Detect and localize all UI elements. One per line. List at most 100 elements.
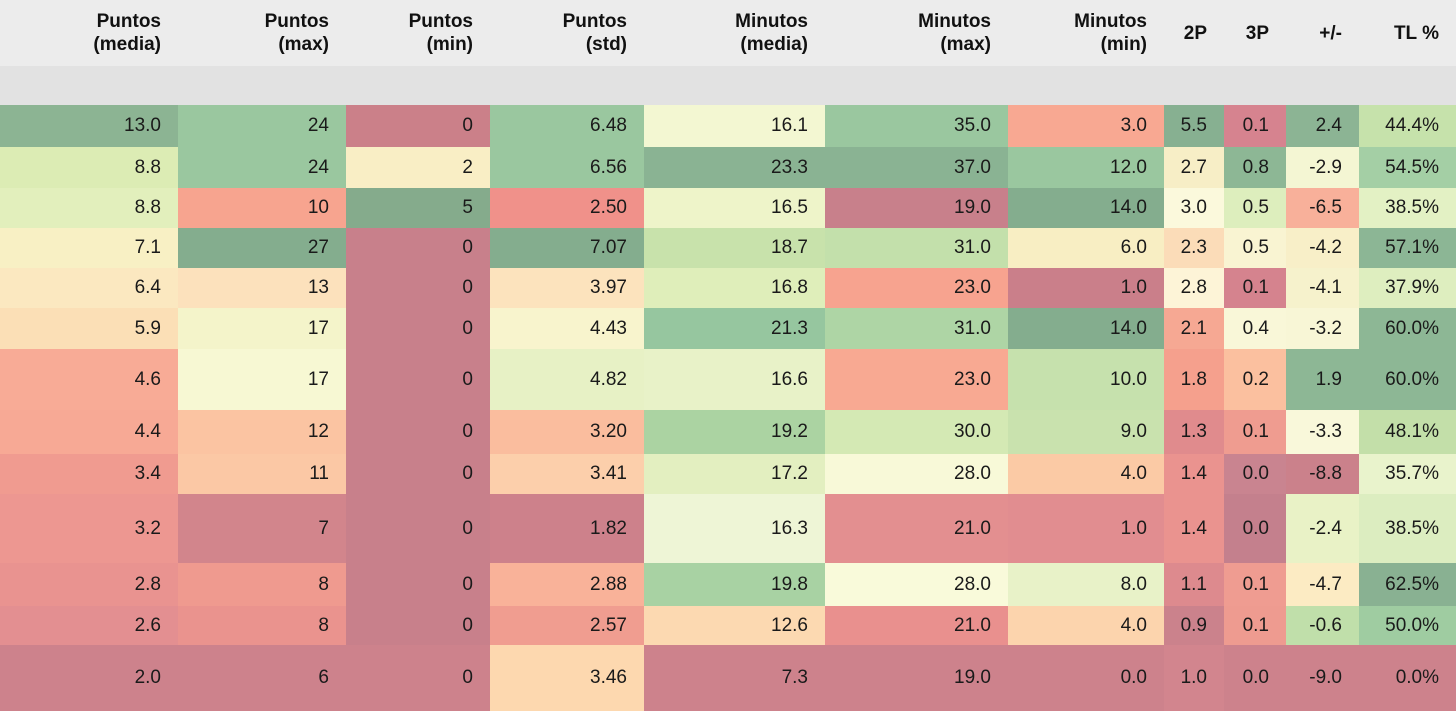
table-header-row: Puntos (media) Puntos (max) Puntos (min)… xyxy=(0,0,1456,66)
table-cell: 1.1 xyxy=(1164,563,1224,606)
table-row: 8.8 10 5 2.50 16.5 19.0 14.0 3.0 0.5 -6.5 38.5% xyxy=(0,188,1456,228)
table-cell: 5.5 xyxy=(1164,105,1224,147)
column-header-sublabel: (max) xyxy=(940,34,991,55)
column-header-label: TL % xyxy=(1393,22,1439,44)
table-cell: 0 xyxy=(346,268,490,308)
table-cell: 0 xyxy=(346,606,490,645)
table-cell: 28.0 xyxy=(825,563,1008,606)
table-cell: 0 xyxy=(346,349,490,410)
table-cell: 0 xyxy=(346,228,490,268)
table-cell: 2.88 xyxy=(490,563,644,606)
column-header-puntos-max: Puntos (max) xyxy=(178,0,346,66)
table-cell: 0.0% xyxy=(1359,645,1456,711)
column-header-minutos-media: Minutos (media) xyxy=(644,0,825,66)
table-cell: 0.5 xyxy=(1224,228,1286,268)
table-cell: 30.0 xyxy=(825,410,1008,454)
table-row: 4.6 17 0 4.82 16.6 23.0 10.0 1.8 0.2 1.9 60.0% xyxy=(0,349,1456,410)
column-header-sublabel: (max) xyxy=(278,34,329,55)
table-cell: 4.0 xyxy=(1008,454,1164,494)
table-cell: 2 xyxy=(346,147,490,188)
column-header-minutos-min: Minutos (min) xyxy=(1008,0,1164,66)
table-cell: 38.5% xyxy=(1359,494,1456,563)
table-cell: 2.4 xyxy=(1286,105,1359,147)
table-cell: 0.1 xyxy=(1224,606,1286,645)
table-cell: 16.3 xyxy=(644,494,825,563)
table-cell: 7 xyxy=(178,494,346,563)
column-header-sublabel: (min) xyxy=(426,34,473,55)
table-cell: 4.0 xyxy=(1008,606,1164,645)
table-cell: -4.2 xyxy=(1286,228,1359,268)
table-cell: 2.50 xyxy=(490,188,644,228)
column-header-puntos-min: Puntos (min) xyxy=(346,0,490,66)
table-cell: 37.0 xyxy=(825,147,1008,188)
table-cell: -2.4 xyxy=(1286,494,1359,563)
table-cell: 3.20 xyxy=(490,410,644,454)
table-cell: 0.9 xyxy=(1164,606,1224,645)
table-cell: 0 xyxy=(346,494,490,563)
table-cell: 17 xyxy=(178,308,346,349)
table-row: 13.0 24 0 6.48 16.1 35.0 3.0 5.5 0.1 2.4 44.4% xyxy=(0,105,1456,147)
column-header-label: Puntos xyxy=(264,11,329,32)
column-header-plusminus: +/- xyxy=(1286,0,1359,66)
table-cell: 19.0 xyxy=(825,645,1008,711)
table-cell: 0.0 xyxy=(1008,645,1164,711)
table-row: 3.4 11 0 3.41 17.2 28.0 4.0 1.4 0.0 -8.8 35.7% xyxy=(0,454,1456,494)
table-cell: 2.7 xyxy=(1164,147,1224,188)
table-cell: 10 xyxy=(178,188,346,228)
table-cell: -6.5 xyxy=(1286,188,1359,228)
table-cell: 10.0 xyxy=(1008,349,1164,410)
table-cell: 0.1 xyxy=(1224,105,1286,147)
table-cell: 24 xyxy=(178,147,346,188)
table-cell: 3.46 xyxy=(490,645,644,711)
table-cell: 13 xyxy=(178,268,346,308)
table-cell: 0.8 xyxy=(1224,147,1286,188)
table-cell: 1.0 xyxy=(1008,494,1164,563)
table-cell: 6.48 xyxy=(490,105,644,147)
table-cell: 0 xyxy=(346,454,490,494)
table-cell: 8.8 xyxy=(0,147,178,188)
table-row: 3.2 7 0 1.82 16.3 21.0 1.0 1.4 0.0 -2.4 38.5% xyxy=(0,494,1456,563)
table-row: 8.8 24 2 6.56 23.3 37.0 12.0 2.7 0.8 -2.9 54.5% xyxy=(0,147,1456,188)
table-cell: 12.0 xyxy=(1008,147,1164,188)
table-cell: 0 xyxy=(346,410,490,454)
table-cell: 6.56 xyxy=(490,147,644,188)
table-cell: 0 xyxy=(346,105,490,147)
table-cell: 8.0 xyxy=(1008,563,1164,606)
column-header-label: 3P xyxy=(1245,22,1269,44)
table-row: 2.8 8 0 2.88 19.8 28.0 8.0 1.1 0.1 -4.7 62.5% xyxy=(0,563,1456,606)
table-cell: 0.0 xyxy=(1224,454,1286,494)
table-cell: 19.2 xyxy=(644,410,825,454)
table-cell: 3.2 xyxy=(0,494,178,563)
table-cell: 3.4 xyxy=(0,454,178,494)
column-header-2p: 2P xyxy=(1164,0,1224,66)
table-row: 2.6 8 0 2.57 12.6 21.0 4.0 0.9 0.1 -0.6 50.0% xyxy=(0,606,1456,645)
table-cell: 2.57 xyxy=(490,606,644,645)
table-row: 7.1 27 0 7.07 18.7 31.0 6.0 2.3 0.5 -4.2 57.1% xyxy=(0,228,1456,268)
empty-subheader-band xyxy=(0,66,1456,105)
table-cell: 2.0 xyxy=(0,645,178,711)
table-row: 4.4 12 0 3.20 19.2 30.0 9.0 1.3 0.1 -3.3 48.1% xyxy=(0,410,1456,454)
table-cell: 16.5 xyxy=(644,188,825,228)
table-cell: 4.82 xyxy=(490,349,644,410)
table-cell: 5.9 xyxy=(0,308,178,349)
table-cell: 1.4 xyxy=(1164,454,1224,494)
table-cell: 1.0 xyxy=(1008,268,1164,308)
table-cell: 28.0 xyxy=(825,454,1008,494)
table-cell: 2.1 xyxy=(1164,308,1224,349)
table-cell: 4.4 xyxy=(0,410,178,454)
column-header-label: +/- xyxy=(1319,22,1342,44)
table-cell: 24 xyxy=(178,105,346,147)
table-cell: 2.3 xyxy=(1164,228,1224,268)
table-cell: 60.0% xyxy=(1359,349,1456,410)
table-cell: -2.9 xyxy=(1286,147,1359,188)
table-cell: 13.0 xyxy=(0,105,178,147)
table-cell: 17 xyxy=(178,349,346,410)
column-header-label: Puntos xyxy=(96,11,161,32)
table-cell: 0 xyxy=(346,563,490,606)
table-cell: 21.3 xyxy=(644,308,825,349)
table-cell: 35.0 xyxy=(825,105,1008,147)
column-header-sublabel: (std) xyxy=(585,34,627,55)
table-cell: 0.0 xyxy=(1224,494,1286,563)
table-cell: 1.82 xyxy=(490,494,644,563)
table-cell: 1.8 xyxy=(1164,349,1224,410)
